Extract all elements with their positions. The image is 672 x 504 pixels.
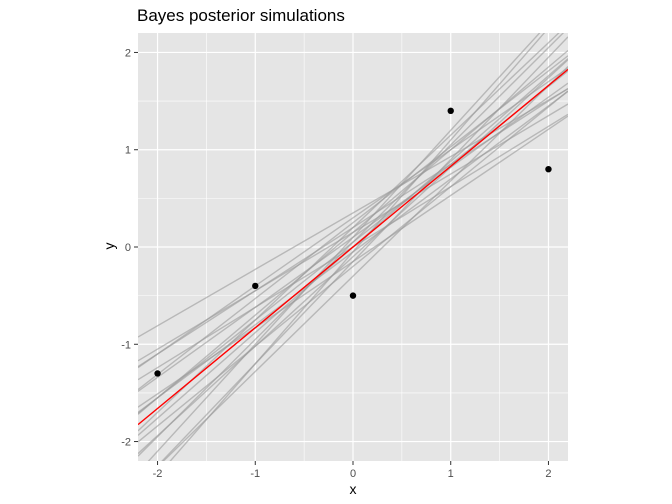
posterior-line	[138, 88, 568, 338]
chart-title: Bayes posterior simulations	[137, 6, 345, 25]
y-tick-label: -2	[121, 437, 131, 449]
y-axis-title: y	[101, 243, 117, 250]
x-tick-label: 0	[350, 468, 356, 480]
y-tick-label: 2	[125, 47, 131, 59]
fitted-line	[138, 68, 568, 426]
data-point	[154, 370, 161, 377]
y-axis-ticks: -2 -1 0 1 2	[121, 47, 138, 449]
x-tick-label: -2	[153, 468, 163, 480]
data-point	[447, 107, 454, 115]
data-point	[252, 282, 259, 290]
x-axis-ticks: -2 -1 0 1 2	[153, 461, 552, 480]
posterior-lines	[138, 33, 568, 461]
y-tick-label: 1	[125, 145, 131, 157]
posterior-line	[138, 87, 568, 368]
x-tick-label: 2	[545, 468, 551, 480]
data-points	[154, 107, 552, 377]
y-tick-label: -1	[121, 339, 131, 351]
data-point	[545, 165, 552, 173]
posterior-line	[162, 65, 568, 461]
x-tick-label: 1	[448, 468, 454, 480]
x-tick-label: -1	[250, 468, 260, 480]
data-point	[349, 292, 357, 299]
posterior-line	[138, 115, 568, 408]
posterior-line	[138, 59, 568, 455]
fitted-line-group	[138, 68, 568, 426]
x-axis-title: x	[350, 481, 357, 497]
posterior-line	[138, 103, 568, 362]
y-tick-label: 0	[125, 242, 131, 254]
posterior-line	[138, 55, 568, 391]
posterior-line	[138, 90, 568, 443]
